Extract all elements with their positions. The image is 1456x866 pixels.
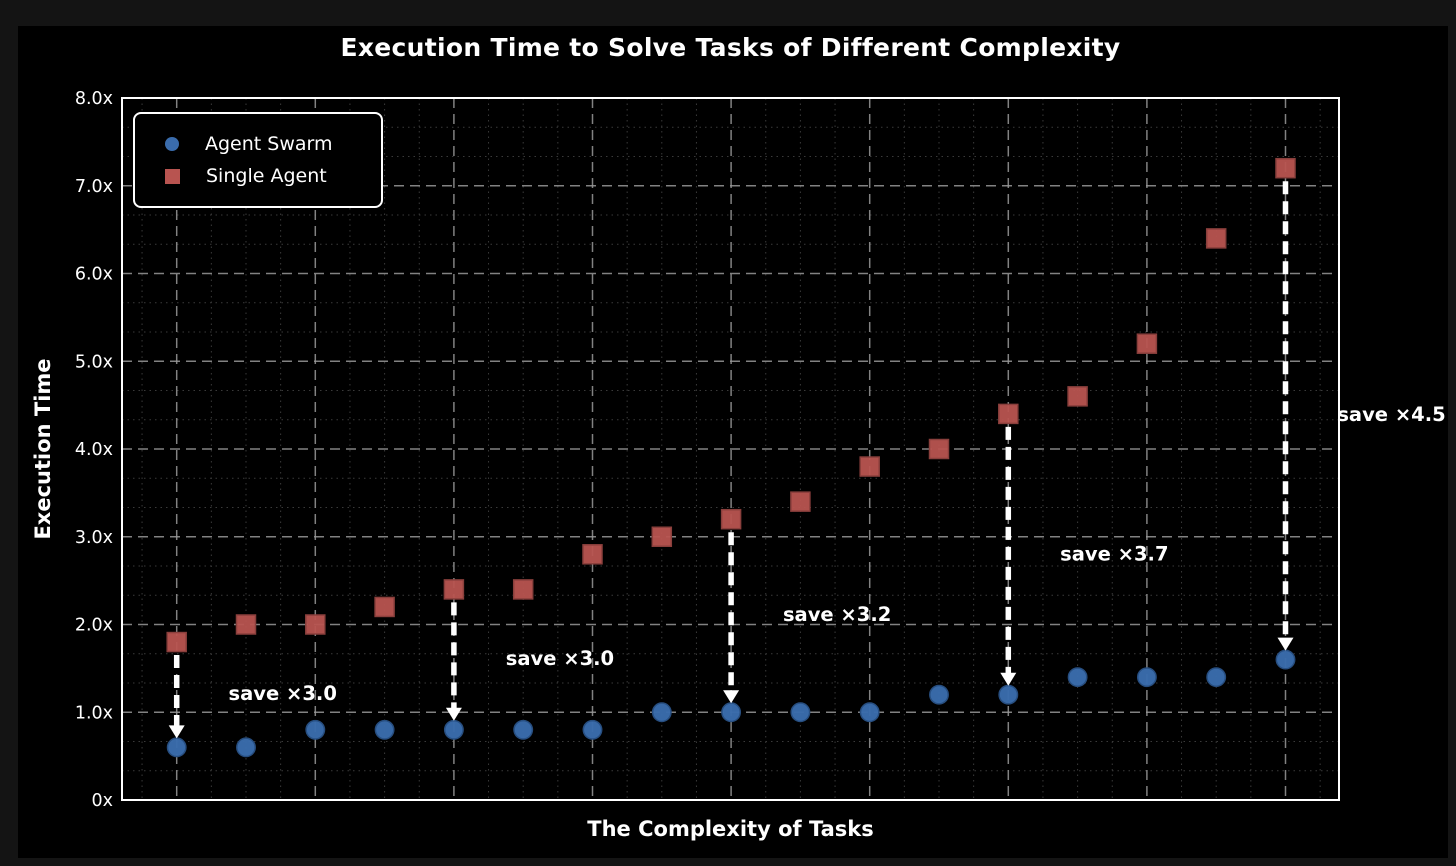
single-agent-point — [443, 579, 465, 600]
agent-swarm-point — [790, 702, 811, 723]
single-agent-point — [374, 596, 395, 618]
single-agent-point — [651, 526, 673, 547]
single-agent-point — [582, 544, 603, 565]
single-agent-point — [512, 579, 534, 600]
legend-item-agent-swarm: Agent Swarm — [165, 133, 381, 155]
y-tick-label: 7.0x — [75, 177, 113, 197]
agent-swarm-point — [721, 702, 742, 723]
single-agent-point — [305, 614, 326, 635]
agent-swarm-point — [1275, 649, 1296, 670]
save-arrow-head — [168, 725, 185, 739]
agent-swarm-point — [166, 737, 187, 758]
agent-swarm-point — [929, 684, 949, 705]
y-tick-label: 1.0x — [75, 703, 113, 723]
agent-swarm-point — [305, 719, 326, 740]
agent-swarm-point — [859, 702, 880, 723]
legend-label-agent-swarm: Agent Swarm — [205, 133, 333, 155]
agent-swarm-point — [513, 719, 534, 740]
save-annotation-label: save ×3.7 — [1060, 542, 1168, 565]
single-agent-point — [1275, 157, 1296, 179]
y-tick-label: 3.0x — [75, 528, 113, 548]
agent-swarm-point — [236, 737, 256, 758]
single-agent-point — [1136, 333, 1158, 354]
single-agent-point — [720, 508, 742, 530]
single-agent-point — [790, 491, 811, 512]
save-arrow-head — [1000, 672, 1017, 686]
plot-border — [121, 97, 1340, 801]
agent-swarm-point — [582, 719, 603, 740]
single-agent-point — [859, 456, 880, 477]
agent-swarm-point — [1067, 667, 1088, 688]
legend: Agent Swarm Single Agent — [133, 112, 383, 208]
save-annotation-label: save ×3.0 — [506, 647, 614, 670]
save-arrow-head — [445, 707, 462, 721]
single-agent-point — [1205, 228, 1227, 249]
y-axis-label: Execution Time — [31, 358, 55, 540]
y-tick-label: 8.0x — [75, 89, 113, 109]
single-agent-point — [928, 438, 950, 460]
save-annotation-label: save ×3.2 — [783, 603, 891, 626]
agent-swarm-point — [374, 719, 395, 740]
save-arrow-head — [1277, 637, 1294, 651]
single-agent-point — [166, 631, 187, 653]
x-axis-label: The Complexity of Tasks — [587, 817, 874, 841]
agent-swarm-circle-marker-icon — [165, 137, 179, 151]
save-annotation-label: save ×4.5 — [1337, 403, 1445, 426]
agent-swarm-point — [998, 684, 1019, 705]
single-agent-point — [998, 403, 1019, 425]
y-tick-label: 0x — [92, 791, 114, 811]
save-annotation-label: save ×3.0 — [229, 682, 337, 705]
y-tick-label: 4.0x — [75, 440, 113, 460]
y-tick-label: 2.0x — [75, 616, 113, 636]
single-agent-square-marker-icon — [165, 168, 180, 184]
single-agent-point — [235, 614, 257, 635]
chart-title: Execution Time to Solve Tasks of Differe… — [340, 33, 1121, 62]
y-tick-label: 6.0x — [75, 265, 113, 285]
save-arrow-head — [723, 690, 740, 704]
y-tick-label: 5.0x — [75, 352, 113, 372]
agent-swarm-point — [1206, 667, 1227, 688]
agent-swarm-point — [1136, 667, 1157, 688]
agent-swarm-point — [443, 719, 464, 740]
single-agent-point — [1067, 386, 1088, 407]
legend-label-single-agent: Single Agent — [206, 165, 327, 187]
agent-swarm-point — [651, 702, 672, 723]
legend-item-single-agent: Single Agent — [165, 165, 381, 187]
